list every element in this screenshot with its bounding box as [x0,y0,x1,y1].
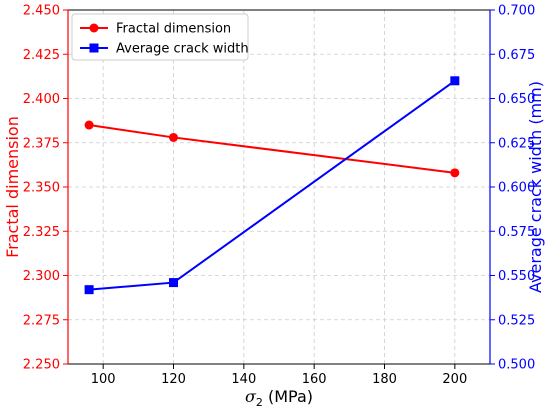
x-axis-title: σ2 (MPa) [245,387,313,409]
point-fractal-1 [169,132,178,142]
right-tick-label-5: 0.625 [498,136,535,151]
left-tick-label-6: 2.400 [23,92,60,107]
legend-label-crack-width: Average crack width [116,42,249,57]
point-fractal-2 [450,168,460,178]
left-tick-label-7: 2.425 [23,48,60,63]
legend-box [71,13,249,61]
point-crack-width-2 [450,76,460,86]
x-axis: 100 120 140 160 180 200 [91,364,467,387]
right-tick-label-8: 0.700 [498,4,535,19]
left-tick-label-0: 2.250 [23,358,60,373]
x-axis-subscript: 2 [256,396,263,409]
x-tick-label-5: 200 [442,372,467,387]
grid [68,9,490,365]
x-tick-label-2: 140 [231,372,256,387]
right-tick-label-0: 0.500 [498,358,535,373]
x-axis-symbol: σ [245,387,257,406]
left-tick-label-3: 2.325 [23,225,60,240]
legend-label-fractal: Fractal dimension [116,22,231,37]
x-tick-label-3: 160 [302,372,327,387]
left-axis-title: Fractal dimension [3,116,22,258]
point-crack-width-1 [169,278,178,288]
right-tick-label-1: 0.525 [498,313,535,328]
right-tick-label-4: 0.600 [498,181,535,196]
x-tick-label-1: 120 [161,372,186,387]
legend-marker-crack-width [89,43,99,53]
x-tick-label-4: 180 [372,372,397,387]
right-tick-label-2: 0.550 [498,269,535,284]
right-tick-label-6: 0.650 [498,92,535,107]
series [84,76,460,295]
left-tick-label-8: 2.450 [23,4,60,19]
right-axis-title: Average crack width (mm) [526,81,545,293]
x-tick-label-0: 100 [91,372,116,387]
point-crack-width-0 [84,285,94,295]
x-axis-unit: (MPa) [263,387,313,406]
left-tick-label-1: 2.275 [23,313,60,328]
right-tick-label-7: 0.675 [498,48,535,63]
left-tick-label-5: 2.375 [23,136,60,151]
left-tick-label-4: 2.350 [23,181,60,196]
legend: Fractal dimension Average crack width [71,13,249,61]
right-y-axis: 0.500 0.525 0.550 0.575 0.600 0.625 0.650 0.675… [489,4,535,373]
series-line-fractal [88,124,455,174]
series-line-crack-width [89,79,456,291]
left-tick-label-2: 2.300 [23,269,60,284]
right-tick-label-3: 0.575 [498,225,535,240]
legend-marker-fractal [89,23,99,33]
point-fractal-0 [84,120,94,130]
left-y-axis: 2.250 2.275 2.300 2.325 2.350 2.375 2.400 2.425… [23,4,69,373]
